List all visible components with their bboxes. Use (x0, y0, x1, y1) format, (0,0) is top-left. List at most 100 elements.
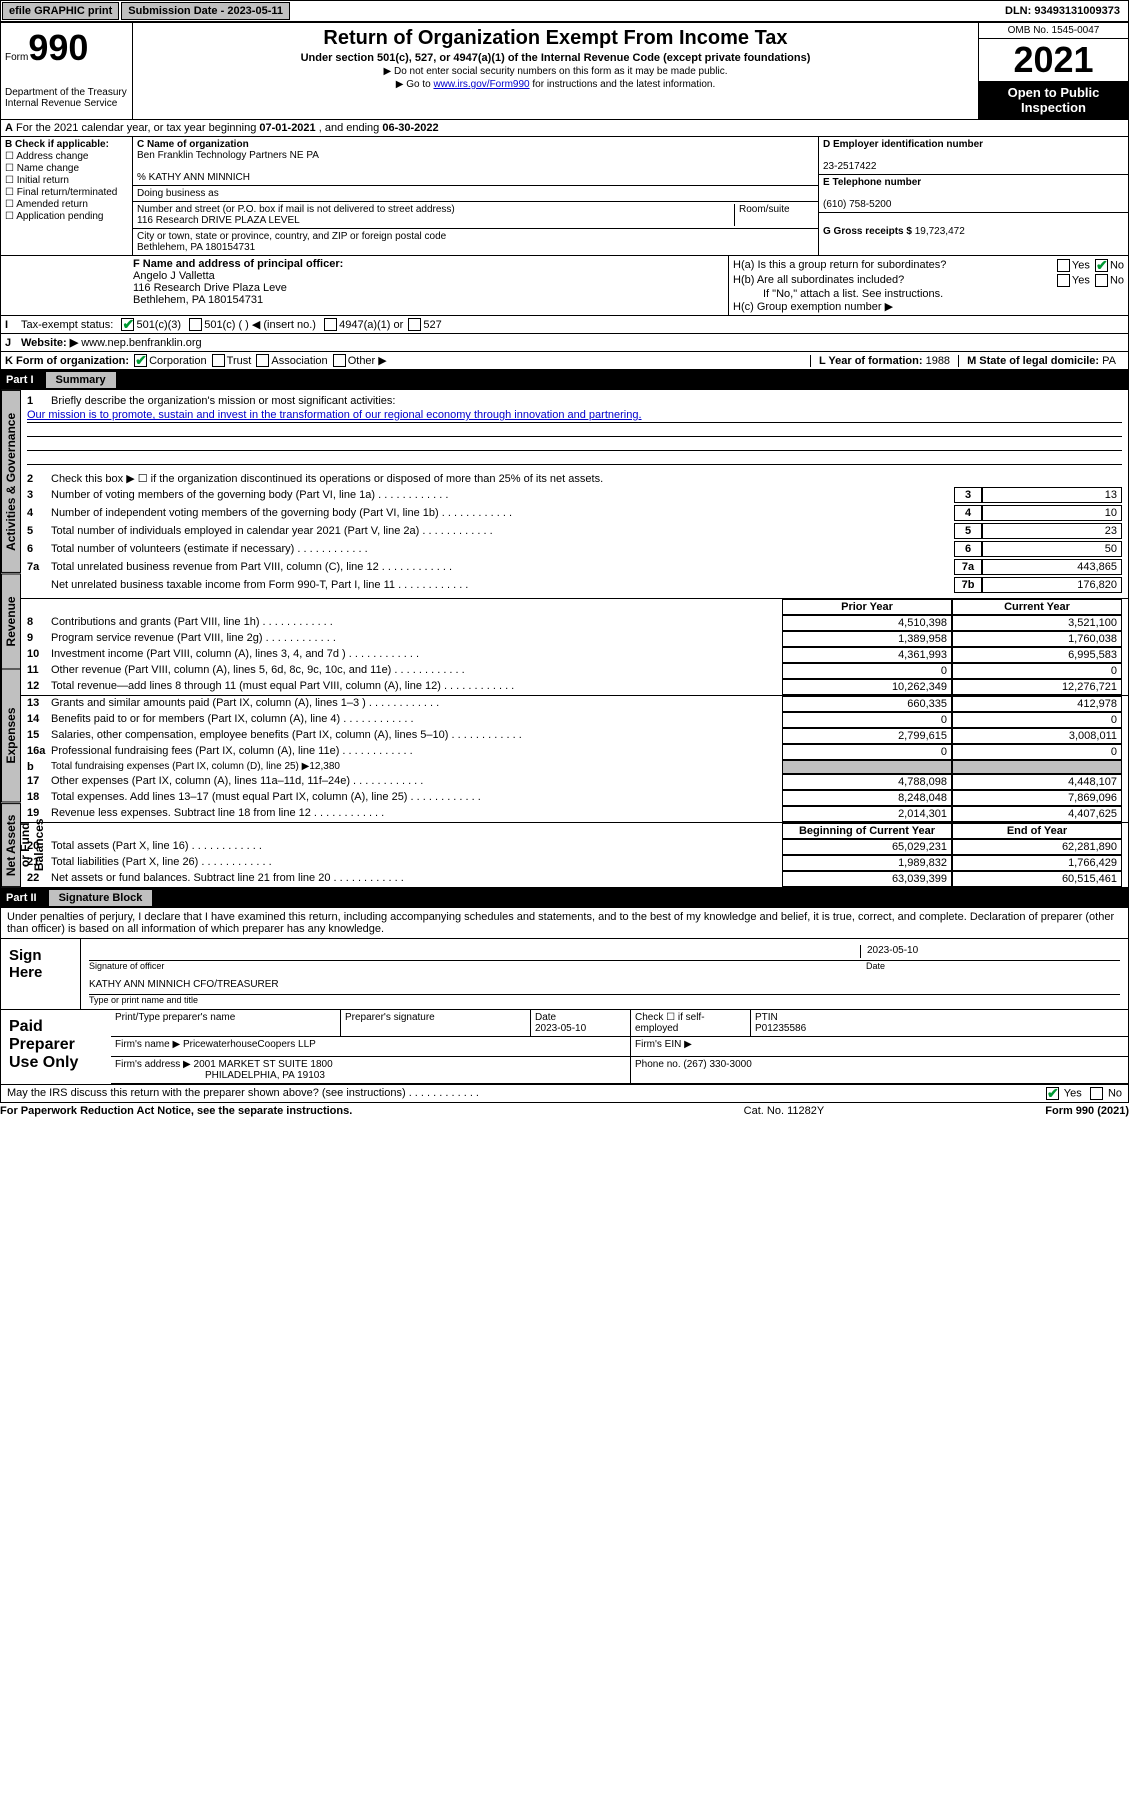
hb-yes-checkbox[interactable] (1057, 274, 1070, 287)
4947-checkbox[interactable] (324, 318, 337, 331)
summary-row: 4Number of independent voting members of… (27, 504, 1122, 522)
summary-row: 10Investment income (Part VIII, column (… (21, 647, 1122, 663)
irs-link[interactable]: www.irs.gov/Form990 (433, 79, 529, 90)
ein-row: D Employer identification number 23-2517… (819, 137, 1128, 175)
street-row: Number and street (or P.O. box if mail i… (133, 202, 818, 229)
summary-row: 16aProfessional fundraising fees (Part I… (21, 744, 1122, 760)
hb-no-checkbox[interactable] (1095, 274, 1108, 287)
net-header: Beginning of Current Year End of Year (21, 823, 1122, 839)
paid-preparer-row: Paid Preparer Use Only Print/Type prepar… (1, 1009, 1128, 1084)
trust-checkbox[interactable] (212, 354, 225, 367)
form-subtitle: Under section 501(c), 527, or 4947(a)(1)… (141, 52, 970, 64)
street-label: Number and street (or P.O. box if mail i… (137, 204, 455, 215)
submission-date-value: 2023-05-11 (227, 5, 283, 17)
form-left: Form990 Department of the Treasury Inter… (1, 23, 133, 119)
begin-date: 07-01-2021 (259, 122, 315, 134)
city: Bethlehem, PA 180154731 (137, 242, 255, 253)
part2-header: Part II Signature Block (0, 888, 1129, 908)
end-date: 06-30-2022 (382, 122, 438, 134)
summary-row: 12Total revenue—add lines 8 through 11 (… (21, 679, 1122, 695)
checkbox-item[interactable]: ☐ Amended return (5, 199, 128, 210)
officer-addr2: Bethlehem, PA 180154731 (133, 294, 263, 306)
summary-row: Net unrelated business taxable income fr… (27, 576, 1122, 594)
website-label: Website: ▶ (21, 336, 78, 349)
summary-row: 13Grants and similar amounts paid (Part … (21, 696, 1122, 712)
summary-row: 6Total number of volunteers (estimate if… (27, 540, 1122, 558)
tab-revenue: Revenue (1, 573, 21, 669)
paid-header: Print/Type preparer's name Preparer's si… (111, 1010, 1128, 1037)
summary-row: 3Number of voting members of the governi… (27, 486, 1122, 504)
form-right: OMB No. 1545-0047 2021 Open to Public In… (978, 23, 1128, 119)
other-checkbox[interactable] (333, 354, 346, 367)
summary-row: bTotal fundraising expenses (Part IX, co… (21, 760, 1122, 774)
website: www.nep.benfranklin.org (81, 337, 201, 349)
org-name-row: C Name of organization Ben Franklin Tech… (133, 137, 818, 186)
firm-addr-line: Firm's address ▶ 2001 MARKET ST SUITE 18… (111, 1057, 1128, 1084)
paperwork-notice: For Paperwork Reduction Act Notice, see … (0, 1105, 523, 1117)
summary-row: 5Total number of individuals employed in… (27, 522, 1122, 540)
checkbox-item[interactable]: ☐ Address change (5, 151, 128, 162)
row-i: I Tax-exempt status: 501(c)(3) 501(c) ( … (0, 316, 1129, 334)
summary-row: 19Revenue less expenses. Subtract line 1… (21, 806, 1122, 822)
phone-label: E Telephone number (823, 177, 921, 188)
col-c: C Name of organization Ben Franklin Tech… (133, 137, 818, 255)
officer-name-line: KATHY ANN MINNICH CFO/TREASURER (89, 977, 1120, 995)
prior-year-header: Prior Year (782, 599, 952, 615)
ha-yes-checkbox[interactable] (1057, 259, 1070, 272)
dln: DLN: 93493131009373 (997, 3, 1128, 19)
corp-checkbox[interactable] (134, 354, 147, 367)
501c3-checkbox[interactable] (121, 318, 134, 331)
part1-body: 1Briefly describe the organization's mis… (21, 390, 1128, 887)
checkbox-item[interactable]: ☐ Initial return (5, 175, 128, 186)
checkbox-list: ☐ Address change☐ Name change☐ Initial r… (5, 151, 128, 222)
officer-name: Angelo J Valletta (133, 270, 215, 282)
part1: Activities & Governance Revenue Expenses… (0, 390, 1129, 888)
form-note2: ▶ Go to www.irs.gov/Form990 for instruct… (141, 79, 970, 90)
form-number: Form990 (5, 27, 128, 69)
section-a: A For the 2021 calendar year, or tax yea… (0, 120, 1129, 137)
501c-checkbox[interactable] (189, 318, 202, 331)
checkbox-item[interactable]: ☐ Name change (5, 163, 128, 174)
summary-row: 7aTotal unrelated business revenue from … (27, 558, 1122, 576)
discuss-label: May the IRS discuss this return with the… (7, 1087, 1044, 1100)
hb-label: H(b) Are all subordinates included? (733, 274, 904, 287)
summary-row: 15Salaries, other compensation, employee… (21, 728, 1122, 744)
part1-num: Part I (6, 374, 46, 386)
hb-note: If "No," attach a list. See instructions… (733, 288, 1124, 300)
assoc-checkbox[interactable] (256, 354, 269, 367)
dba-label: Doing business as (137, 188, 219, 199)
discuss-no-checkbox[interactable] (1090, 1087, 1103, 1100)
ha-no-checkbox[interactable] (1095, 259, 1108, 272)
officer-sig-line: 2023-05-10 (89, 943, 1120, 961)
note2-post: for instructions and the latest informat… (530, 79, 716, 90)
527-checkbox[interactable] (408, 318, 421, 331)
phone: (610) 758-5200 (823, 199, 891, 210)
dln-value: 93493131009373 (1034, 5, 1120, 17)
discuss-yes-checkbox[interactable] (1046, 1087, 1059, 1100)
current-year-header: Current Year (952, 599, 1122, 615)
room-label: Room/suite (739, 204, 790, 215)
officer-label: F Name and address of principal officer: (133, 258, 343, 270)
checkbox-item[interactable]: ☐ Application pending (5, 211, 128, 222)
city-row: City or town, state or province, country… (133, 229, 818, 255)
row-fh: F Name and address of principal officer:… (0, 256, 1129, 316)
submission-date-button[interactable]: Submission Date - 2023-05-11 (121, 2, 290, 20)
dln-label: DLN: (1005, 5, 1034, 17)
row-k: K Form of organization: Corporation Trus… (0, 352, 1129, 370)
block-ag: 1Briefly describe the organization's mis… (21, 390, 1128, 599)
form-center: Return of Organization Exempt From Incom… (133, 23, 978, 119)
yes-label: Yes (1072, 259, 1090, 271)
form-num: 990 (28, 27, 88, 68)
form-header: Form990 Department of the Treasury Inter… (0, 22, 1129, 120)
care-of: % KATHY ANN MINNICH (137, 172, 250, 183)
declaration: Under penalties of perjury, I declare th… (1, 908, 1128, 939)
discuss-row: May the IRS discuss this return with the… (0, 1085, 1129, 1103)
part1-header: Part I Summary (0, 370, 1129, 390)
checkbox-item[interactable]: ☐ Final return/terminated (5, 187, 128, 198)
summary-row: 8Contributions and grants (Part VIII, li… (21, 615, 1122, 631)
efile-button[interactable]: efile GRAPHIC print (2, 2, 119, 20)
form-ref: Form 990 (2021) (1045, 1105, 1129, 1117)
part1-title: Summary (46, 372, 116, 388)
signature-area: Under penalties of perjury, I declare th… (0, 908, 1129, 1085)
form-note1: ▶ Do not enter social security numbers o… (141, 66, 970, 77)
